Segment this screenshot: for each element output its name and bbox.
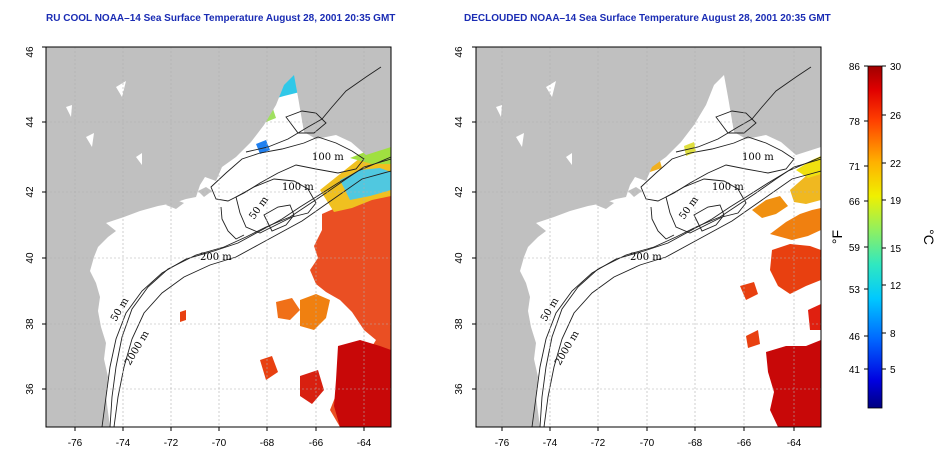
right-lat-tick-label: 42 <box>454 186 465 198</box>
right-map-frame <box>475 46 822 428</box>
right-lon-tick-label: -68 <box>688 438 703 449</box>
celsius-tick-label: 30 <box>890 62 902 73</box>
left-lon-tick-label: -70 <box>212 438 227 449</box>
celsius-unit-label: °C <box>921 229 937 245</box>
left-lon-tick-label: -66 <box>309 438 324 449</box>
right-lon-tick-labels: -76 -74 -72 -70 -68 -66 -64 <box>495 438 802 449</box>
left-lon-tick-label: -68 <box>260 438 275 449</box>
right-map-title: DECLOUDED NOAA–14 Sea Surface Temperatur… <box>464 13 831 24</box>
fahrenheit-tick-label: 41 <box>849 365 861 376</box>
right-grid <box>476 47 821 427</box>
left-map-title: RU COOL NOAA–14 Sea Surface Temperature … <box>46 13 396 24</box>
fahrenheit-tick-label: 78 <box>849 117 861 128</box>
fahrenheit-tick-label: 46 <box>849 332 861 343</box>
right-contour-label-200m: 200 m <box>630 252 662 263</box>
left-lat-tick-label: 38 <box>25 318 36 330</box>
left-grid <box>46 47 391 427</box>
right-lat-tick-label: 46 <box>454 46 465 58</box>
right-lat-tick-label: 40 <box>454 252 465 264</box>
right-lon-tick-label: -76 <box>495 438 510 449</box>
celsius-tick-label: 22 <box>890 159 902 170</box>
right-axis-ticks <box>472 46 795 431</box>
left-lat-tick-label: 42 <box>25 186 36 198</box>
celsius-tick-label: 8 <box>890 329 896 340</box>
temperature-colorbar: 86 78 71 66 59 53 46 41 30 26 22 19 15 1… <box>829 62 937 409</box>
left-lat-tick-label: 36 <box>25 383 36 395</box>
left-map-panel: 100 m 100 m 50 m 200 m 50 m 2000 m -76 -… <box>25 46 392 449</box>
fahrenheit-tick-label: 86 <box>849 62 861 73</box>
fahrenheit-tick-label: 71 <box>849 162 861 173</box>
left-lon-tick-label: -72 <box>164 438 179 449</box>
right-lat-tick-label: 36 <box>454 383 465 395</box>
right-lon-tick-label: -66 <box>737 438 752 449</box>
left-lat-tick-label: 40 <box>25 252 36 264</box>
right-lon-tick-label: -64 <box>787 438 802 449</box>
left-lat-tick-label: 44 <box>25 116 36 128</box>
left-contour-label-100m-north: 100 m <box>312 152 344 163</box>
left-lat-tick-labels: 36 38 40 42 44 46 <box>25 46 36 395</box>
left-lon-tick-label: -76 <box>68 438 83 449</box>
right-lon-tick-label: -74 <box>543 438 558 449</box>
right-lon-tick-label: -70 <box>640 438 655 449</box>
celsius-tick-label: 26 <box>890 111 902 122</box>
celsius-tick-label: 5 <box>890 365 896 376</box>
celsius-tick-label: 15 <box>890 244 902 255</box>
left-contour-label-200m: 200 m <box>200 252 232 263</box>
left-contour-label-100m-south: 100 m <box>282 182 314 193</box>
right-lat-tick-label: 38 <box>454 318 465 330</box>
fahrenheit-unit-label: °F <box>829 230 845 244</box>
right-map-panel: 100 m 100 m 50 m 200 m 50 m 2000 m -76 -… <box>454 46 822 449</box>
celsius-tick-label: 12 <box>890 281 902 292</box>
right-lat-tick-label: 44 <box>454 116 465 128</box>
left-lon-tick-labels: -76 -74 -72 -70 -68 -66 -64 <box>68 438 372 449</box>
left-lat-tick-label: 46 <box>25 46 36 58</box>
right-lon-tick-label: -72 <box>591 438 606 449</box>
celsius-tick-label: 19 <box>890 196 902 207</box>
right-lat-tick-labels: 36 38 40 42 44 46 <box>454 46 465 395</box>
celsius-tick-labels: 30 26 22 19 15 12 8 5 <box>890 62 902 376</box>
left-lon-tick-label: -74 <box>116 438 131 449</box>
fahrenheit-tick-labels: 86 78 71 66 59 53 46 41 <box>849 62 861 376</box>
left-axis-ticks <box>42 46 365 431</box>
colorbar-gradient <box>867 65 883 409</box>
fahrenheit-tick-label: 53 <box>849 285 861 296</box>
right-contour-label-100m-north: 100 m <box>742 152 774 163</box>
right-contour-label-100m-south: 100 m <box>712 182 744 193</box>
fahrenheit-tick-label: 59 <box>849 243 861 254</box>
left-lon-tick-label: -64 <box>357 438 372 449</box>
fahrenheit-tick-label: 66 <box>849 197 861 208</box>
